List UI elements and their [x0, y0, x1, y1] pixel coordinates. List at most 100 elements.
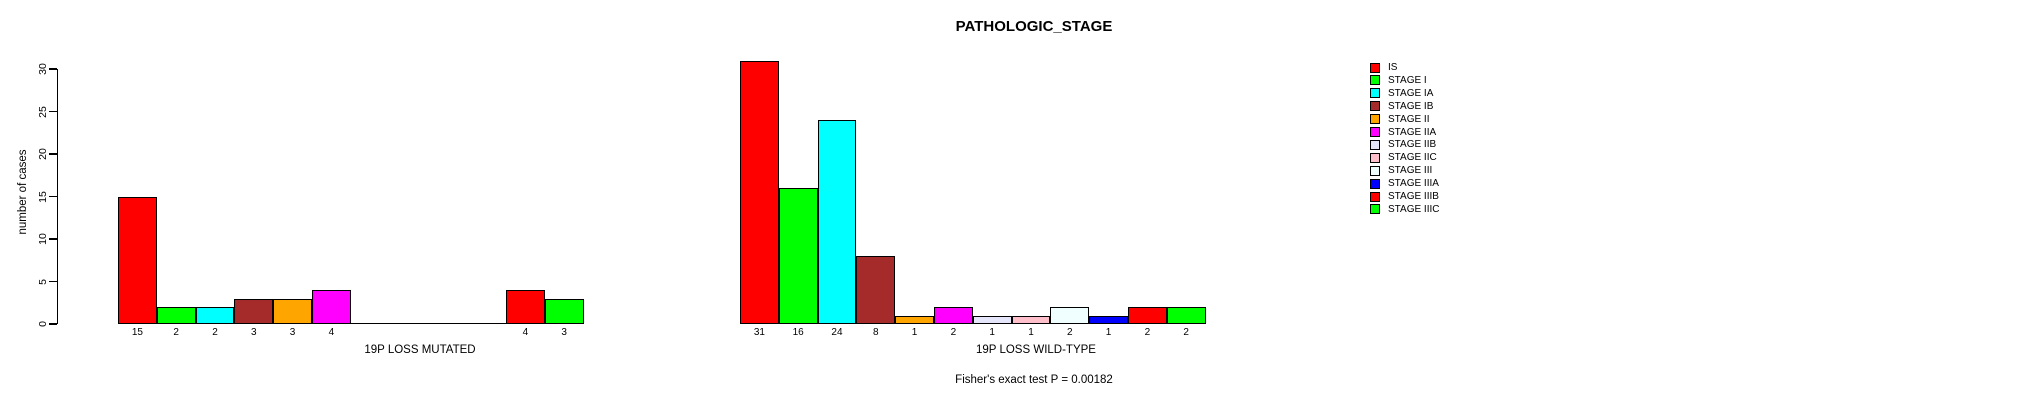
y-tick-label: 10	[37, 233, 49, 245]
bar-count-label: 2	[212, 327, 218, 338]
bar	[118, 196, 157, 324]
bar	[273, 298, 312, 324]
bar-count-label: 16	[792, 327, 804, 338]
legend-label: STAGE IIIB	[1388, 191, 1439, 202]
y-tick	[48, 195, 57, 198]
bar	[312, 290, 351, 324]
y-tick	[48, 153, 57, 155]
legend-swatch	[1370, 139, 1380, 150]
bar-count-label: 15	[131, 327, 143, 338]
legend-item: IS	[1370, 62, 1397, 73]
bar	[778, 188, 818, 324]
y-tick-label: 5	[37, 278, 49, 285]
legend-item: STAGE IIB	[1370, 139, 1436, 150]
legend-swatch	[1370, 178, 1380, 189]
legend-label: STAGE IIIA	[1388, 178, 1439, 190]
y-tick	[48, 238, 57, 240]
legend-item: STAGE III	[1370, 165, 1432, 176]
y-tick	[48, 68, 57, 70]
bar-count-label: 2	[1183, 327, 1189, 338]
bar-count-label: 3	[289, 327, 296, 338]
bar	[1166, 307, 1206, 324]
bar-count-label: 4	[328, 327, 335, 338]
bar	[1011, 315, 1051, 324]
y-tick	[48, 280, 57, 283]
bar	[195, 307, 235, 324]
y-tick-label: 25	[37, 105, 49, 118]
bar-count-label: 1	[1028, 327, 1034, 338]
bar	[156, 307, 196, 324]
bar	[544, 298, 584, 324]
legend-item: STAGE IIC	[1370, 152, 1437, 163]
legend-item: STAGE IIIB	[1370, 191, 1439, 202]
legend-item: STAGE I	[1370, 75, 1427, 86]
bar-zero	[389, 322, 429, 324]
legend-label: STAGE IIB	[1388, 139, 1437, 151]
legend-label: STAGE II	[1388, 113, 1430, 125]
bar-count-label: 3	[251, 327, 257, 338]
legend-label: IS	[1388, 62, 1398, 73]
legend-swatch	[1370, 114, 1380, 125]
legend-item: STAGE IB	[1370, 101, 1433, 112]
legend-label: STAGE IIIC	[1388, 203, 1440, 215]
legend-swatch	[1370, 101, 1380, 112]
legend-swatch	[1370, 152, 1380, 163]
legend-item: STAGE IA	[1370, 88, 1433, 99]
bar-count-label: 31	[753, 327, 765, 338]
legend-label: STAGE III	[1388, 165, 1433, 177]
legend-swatch	[1370, 75, 1380, 86]
legend-label: STAGE IIC	[1388, 152, 1437, 164]
bar-count-label: 8	[873, 327, 879, 338]
bar	[817, 120, 857, 324]
legend-item: STAGE IIIA	[1370, 178, 1439, 189]
y-axis-title: number of cases	[17, 149, 29, 235]
legend-item: STAGE IIA	[1370, 127, 1436, 138]
bar	[895, 315, 934, 324]
bar	[740, 60, 779, 324]
x-axis-title-wildtype: 19P LOSS WILD-TYPE	[976, 344, 1096, 356]
bar-count-label: 2	[1144, 327, 1151, 338]
bar-count-label: 2	[173, 327, 179, 338]
legend-swatch	[1370, 88, 1380, 99]
bar-count-label: 1	[1105, 327, 1112, 338]
y-tick-label: 20	[37, 148, 49, 160]
legend-item: STAGE IIIC	[1370, 204, 1440, 215]
bar-count-label: 3	[561, 327, 567, 338]
bar	[506, 290, 545, 324]
bar	[934, 307, 973, 324]
bar-count-label: 1	[911, 327, 918, 338]
legend-swatch	[1370, 165, 1380, 176]
bar-zero	[350, 322, 390, 324]
bar-count-label: 4	[522, 327, 529, 338]
legend-item: STAGE II	[1370, 114, 1430, 125]
bar	[972, 315, 1012, 324]
legend-swatch	[1370, 191, 1380, 202]
y-tick	[48, 110, 57, 113]
bar-count-label: 2	[1067, 327, 1073, 338]
bar-zero	[428, 322, 468, 324]
bar	[856, 256, 896, 324]
legend-swatch	[1370, 127, 1380, 137]
y-tick-label: 30	[37, 63, 49, 75]
y-tick	[48, 323, 57, 325]
y-tick-label: 15	[37, 190, 49, 203]
legend-swatch	[1370, 204, 1380, 215]
legend-label: STAGE IB	[1388, 100, 1434, 112]
legend-label: STAGE IIA	[1388, 126, 1437, 138]
legend-label: STAGE I	[1388, 74, 1427, 86]
bar	[1050, 307, 1090, 324]
legend-swatch	[1370, 62, 1380, 73]
bar-count-label: 1	[989, 327, 995, 338]
legend-label: STAGE IA	[1388, 87, 1434, 99]
x-axis-title-mutated: 19P LOSS MUTATED	[364, 344, 476, 356]
fisher-test-note: Fisher's exact test P = 0.00182	[955, 374, 1113, 386]
bar	[1128, 307, 1167, 324]
y-axis-line	[56, 69, 58, 324]
bar-count-label: 24	[831, 327, 843, 338]
bar	[1089, 315, 1128, 324]
bar-count-label: 2	[950, 327, 957, 338]
bar	[234, 298, 274, 324]
y-tick-label: 0	[37, 321, 49, 327]
bar-zero	[467, 322, 506, 324]
